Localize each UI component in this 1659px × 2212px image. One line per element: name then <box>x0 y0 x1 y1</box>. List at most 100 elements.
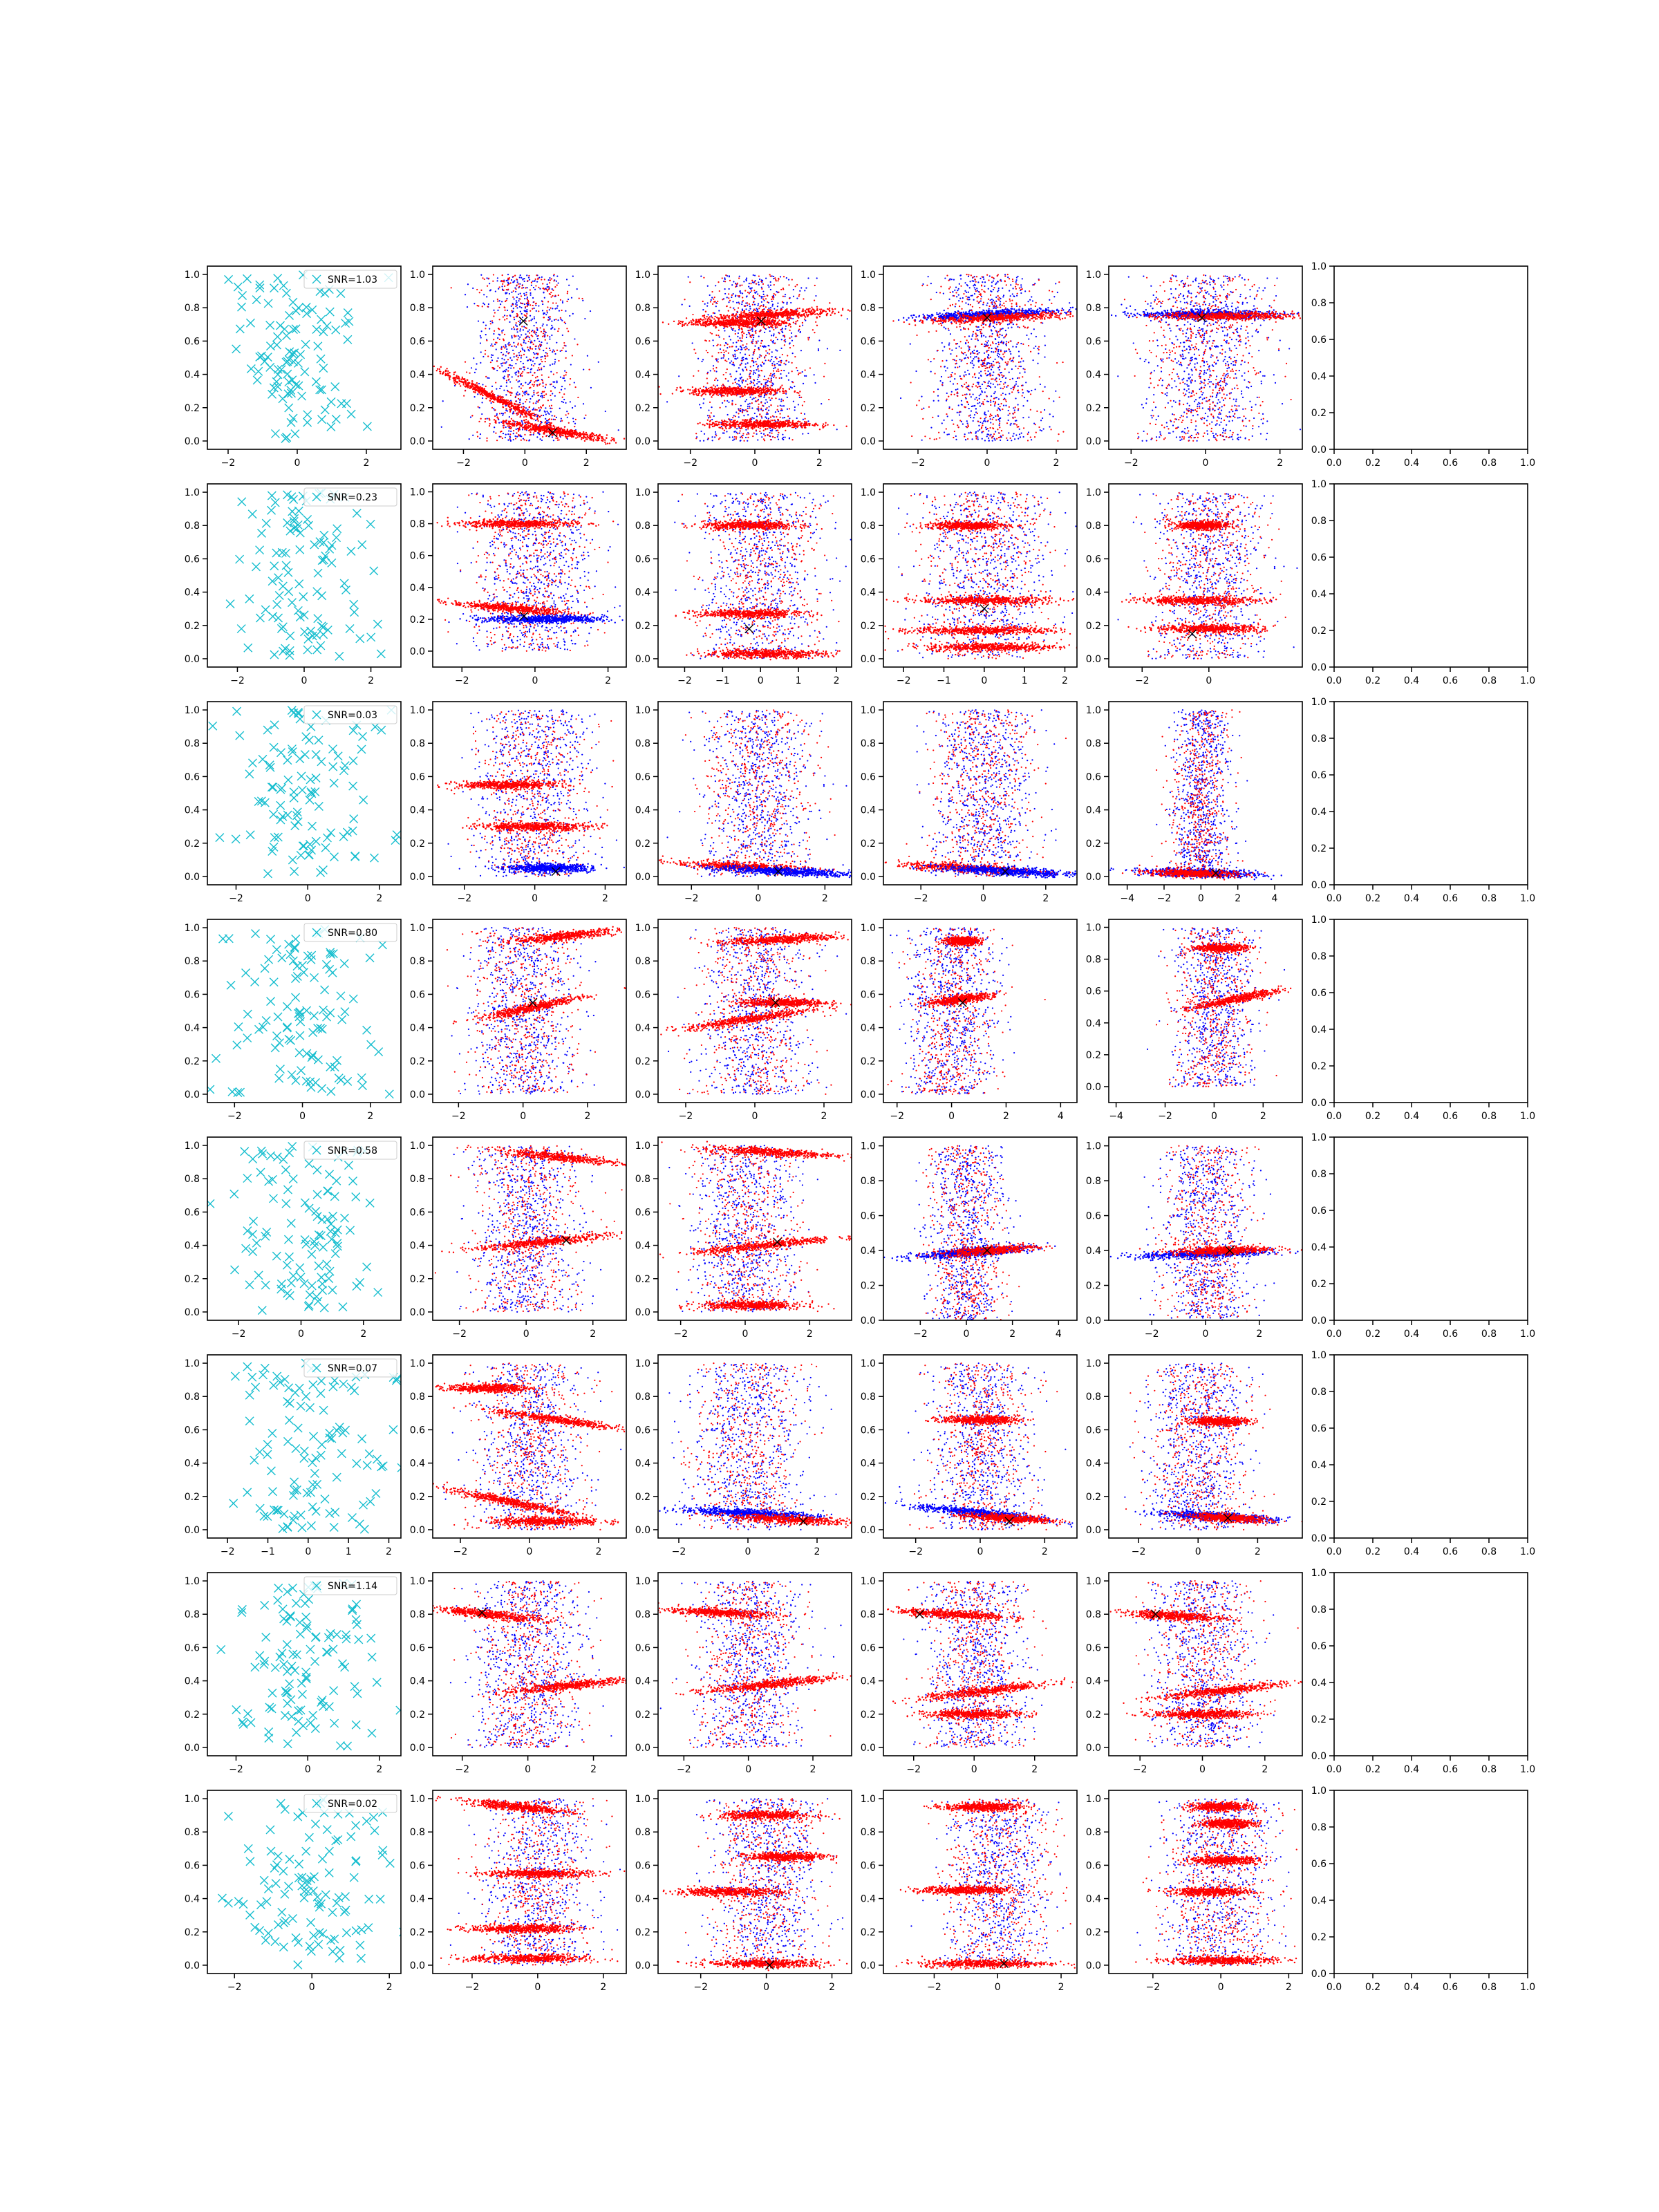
red-cluster-point <box>767 321 768 323</box>
blue-point <box>523 293 525 294</box>
blue-point <box>776 363 778 364</box>
red-cluster-point <box>760 315 761 316</box>
blue-point <box>510 367 512 368</box>
blue-point <box>543 350 544 351</box>
blue-point <box>739 337 740 339</box>
red-cluster-point <box>551 429 552 431</box>
blue-point <box>525 333 526 335</box>
red-point <box>721 385 722 386</box>
red-point <box>529 304 531 306</box>
blue-point <box>759 356 760 357</box>
red-point <box>535 414 536 415</box>
red-point <box>729 280 731 281</box>
blue-point <box>550 328 552 330</box>
blue-point <box>771 301 773 302</box>
red-point <box>531 341 532 343</box>
blue-point <box>713 345 714 346</box>
blue-point <box>535 420 536 421</box>
red-point <box>800 397 802 398</box>
red-point <box>558 294 559 296</box>
red-point <box>752 435 753 437</box>
red-point <box>516 432 517 433</box>
red-point <box>758 349 760 350</box>
blue-point <box>742 310 743 311</box>
red-cluster-point <box>529 413 531 415</box>
blue-point <box>735 358 737 359</box>
red-point <box>706 350 707 351</box>
red-point <box>752 343 753 344</box>
blue-point <box>503 377 505 379</box>
blue-point <box>509 374 510 375</box>
red-point <box>529 289 531 290</box>
red-point <box>768 378 769 379</box>
blue-point <box>534 289 536 290</box>
blue-point <box>545 352 547 353</box>
red-cluster-point <box>571 434 572 435</box>
red-point <box>525 419 527 420</box>
red-point <box>790 326 791 328</box>
red-point <box>534 409 536 411</box>
blue-point <box>763 385 765 386</box>
red-point <box>482 306 483 307</box>
blue-point <box>562 335 563 336</box>
red-point <box>485 353 486 355</box>
red-point <box>704 339 706 341</box>
red-cluster-point <box>575 433 577 435</box>
red-point <box>527 372 528 373</box>
red-cluster-point <box>742 324 744 326</box>
red-point <box>521 326 523 327</box>
red-point <box>723 349 724 350</box>
blue-point <box>692 342 693 344</box>
red-point <box>747 292 749 293</box>
red-cluster-point <box>737 324 738 326</box>
blue-point <box>515 374 516 375</box>
red-cluster-point <box>770 326 771 327</box>
red-point <box>503 290 505 291</box>
red-point <box>526 399 527 400</box>
blue-point <box>544 297 545 299</box>
red-point <box>742 344 744 346</box>
red-point <box>507 289 509 290</box>
blue-point <box>500 303 501 305</box>
red-point <box>734 309 735 310</box>
red-point <box>486 438 487 439</box>
red-cluster-point <box>706 321 708 322</box>
red-point <box>753 297 754 298</box>
blue-point <box>532 281 534 282</box>
blue-point <box>541 341 542 343</box>
red-cluster-point <box>528 411 529 412</box>
blue-point <box>563 377 565 379</box>
cyan-x-point <box>303 418 312 427</box>
red-point <box>504 347 505 348</box>
red-point <box>815 321 816 323</box>
y-tick-label: 0.8 <box>185 303 200 314</box>
blue-point <box>590 387 592 388</box>
blue-point <box>747 404 749 405</box>
cyan-x-point <box>285 311 294 319</box>
red-cluster-point <box>662 321 664 323</box>
blue-point <box>798 404 799 405</box>
red-point <box>542 382 543 383</box>
blue-point <box>799 397 800 398</box>
red-point <box>798 374 799 375</box>
red-point <box>720 352 722 353</box>
red-cluster-point <box>493 402 494 403</box>
red-point <box>775 279 776 281</box>
blue-point <box>768 308 769 309</box>
red-point <box>511 310 512 312</box>
blue-point <box>750 396 751 397</box>
red-point <box>731 376 732 377</box>
red-point <box>742 433 744 434</box>
red-point <box>493 368 494 370</box>
blue-point <box>807 433 809 434</box>
red-point <box>765 384 767 386</box>
blue-point <box>534 363 536 364</box>
blue-point <box>733 342 734 344</box>
cyan-x-point <box>225 275 233 283</box>
red-cluster-point <box>525 414 526 415</box>
red-cluster-point <box>744 323 746 324</box>
red-cluster-point <box>819 313 821 315</box>
red-cluster-point <box>514 406 516 407</box>
blue-point <box>804 375 805 377</box>
red-point <box>527 299 528 300</box>
